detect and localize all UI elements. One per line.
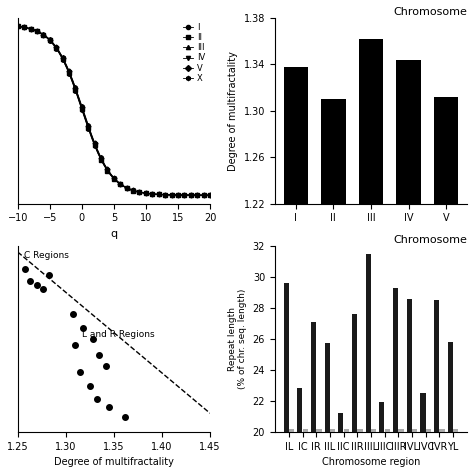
Bar [303, 429, 308, 474]
Bar [311, 322, 316, 474]
Bar [434, 97, 458, 474]
Y-axis label: Repeat length
(% of chr. seq. length): Repeat length (% of chr. seq. length) [228, 289, 247, 389]
Text: Chromosome: Chromosome [393, 235, 467, 245]
Bar [407, 299, 412, 474]
Bar [371, 429, 376, 474]
Bar [316, 429, 321, 474]
Bar [325, 344, 330, 474]
Bar [393, 288, 398, 474]
Bar [283, 66, 308, 474]
Bar [289, 428, 294, 474]
Point [89, 335, 97, 343]
Bar [344, 429, 349, 474]
Bar [338, 413, 344, 474]
Y-axis label: Degree of multifractality: Degree of multifractality [228, 51, 238, 171]
Point [93, 395, 100, 402]
Point [86, 383, 94, 390]
Bar [447, 342, 453, 474]
Bar [453, 429, 458, 474]
Bar [297, 388, 302, 474]
Bar [357, 429, 363, 474]
Point [72, 341, 79, 349]
Bar [330, 429, 335, 474]
Text: C Regions: C Regions [24, 251, 68, 260]
Bar [385, 429, 390, 474]
Text: Chromosome: Chromosome [393, 7, 467, 17]
Point [102, 362, 110, 369]
Point [76, 368, 84, 376]
X-axis label: q: q [110, 229, 118, 239]
X-axis label: Degree of multifractality: Degree of multifractality [54, 457, 174, 467]
Bar [396, 60, 421, 474]
Bar [426, 429, 431, 474]
Point [33, 281, 41, 289]
Point [46, 271, 53, 279]
Point [96, 352, 103, 359]
Bar [283, 283, 289, 474]
Bar [359, 39, 383, 474]
Point [70, 310, 77, 318]
X-axis label: Chromosome region: Chromosome region [322, 457, 420, 467]
Point [27, 277, 34, 285]
Point [22, 265, 29, 273]
Point [122, 413, 129, 421]
Point [105, 403, 113, 411]
Bar [365, 254, 371, 474]
Bar [412, 429, 417, 474]
Text: L and R Regions: L and R Regions [82, 330, 155, 339]
Point [79, 325, 87, 332]
Bar [434, 300, 439, 474]
Bar [321, 99, 346, 474]
Bar [439, 429, 445, 474]
Bar [420, 393, 426, 474]
Legend: I, II, III, IV, V, X: I, II, III, IV, V, X [180, 19, 208, 86]
Bar [352, 314, 357, 474]
Bar [399, 429, 404, 474]
Bar [379, 402, 384, 474]
Point [39, 285, 46, 293]
